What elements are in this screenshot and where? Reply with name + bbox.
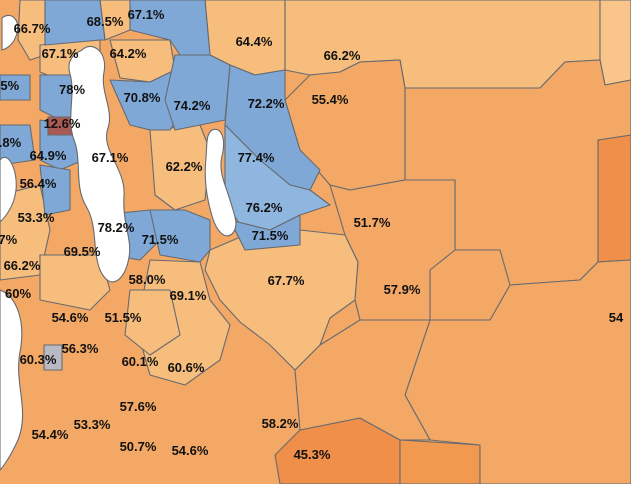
- percent-label: 78.2%: [98, 220, 135, 235]
- precinct-region: [204, 229, 359, 371]
- percent-label: 66.7%: [14, 21, 51, 36]
- percent-label: .7%: [0, 232, 18, 247]
- precinct-region: [0, 74, 31, 101]
- percent-label: 62.2%: [166, 159, 203, 174]
- precinct-region: [329, 179, 456, 321]
- percent-label: 64.2%: [110, 46, 147, 61]
- percent-label: 60.1%: [122, 354, 159, 369]
- percent-label: 77.4%: [238, 150, 275, 165]
- precinct-region: [294, 319, 431, 441]
- puget-sound: [0, 157, 17, 223]
- percent-label: 54.6%: [52, 310, 89, 325]
- percent-label: .5%: [0, 78, 20, 93]
- precinct-region: [0, 184, 51, 281]
- precinct-region: [399, 439, 481, 484]
- precinct-region: [39, 254, 111, 311]
- percent-label: 68.5%: [87, 14, 124, 29]
- green-lake: [1, 14, 19, 51]
- precinct-region: [229, 214, 301, 251]
- percent-label: 76.2%: [246, 200, 283, 215]
- percent-label: 69.1%: [170, 288, 207, 303]
- precinct-region: [124, 289, 181, 356]
- percent-label: 67.1%: [92, 150, 129, 165]
- percent-label: 71.5%: [142, 232, 179, 247]
- percent-label: 54.6%: [172, 443, 209, 458]
- precinct-region: [597, 134, 631, 263]
- percent-label: 74.2%: [174, 98, 211, 113]
- percent-label: .8%: [0, 135, 22, 150]
- percent-label: 56.4%: [20, 176, 57, 191]
- percent-label: 67.7%: [268, 273, 305, 288]
- precinct-region: [149, 209, 211, 263]
- percent-label: 72.2%: [248, 96, 285, 111]
- percent-label: 60%: [5, 286, 31, 301]
- percent-label: 50.7%: [120, 439, 157, 454]
- precinct-region: [43, 344, 63, 371]
- percent-label: 64.9%: [30, 148, 67, 163]
- percent-label: 55.4%: [312, 92, 349, 107]
- percent-label: 53.3%: [18, 210, 55, 225]
- puget-sound: [0, 289, 24, 471]
- percent-labels: 66.7% 68.5% 67.1% 67.1% 64.2% 64.4% 66.2% .5% 78…: [0, 7, 624, 462]
- percent-label: 60.3%: [20, 352, 57, 367]
- percent-label: 57.6%: [120, 399, 157, 414]
- percent-label: 58.0%: [129, 272, 166, 287]
- precinct-region: [0, 124, 36, 166]
- percent-label: 12.6%: [44, 116, 81, 131]
- precinct-region: [44, 0, 106, 46]
- lake-washington: [68, 45, 131, 283]
- percent-label: 66.2%: [4, 258, 41, 273]
- percent-label: 58.2%: [262, 416, 299, 431]
- percent-label: 67.1%: [42, 46, 79, 61]
- precinct-region: [39, 164, 71, 216]
- percent-label: 78%: [59, 82, 85, 97]
- percent-label: 54.4%: [32, 427, 69, 442]
- percent-label: 51.7%: [354, 215, 391, 230]
- percent-label: 60.6%: [168, 360, 205, 375]
- percent-label: 70.8%: [124, 90, 161, 105]
- lake-sammamish: [204, 128, 237, 237]
- percent-label: 45.3%: [294, 447, 331, 462]
- percent-label: 66.2%: [324, 48, 361, 63]
- percent-label: 69.5%: [64, 244, 101, 259]
- percent-label: 56.3%: [62, 341, 99, 356]
- percent-label: 53.3%: [74, 417, 111, 432]
- percent-label: 57.9%: [384, 282, 421, 297]
- percent-label: 64.4%: [236, 34, 273, 49]
- percent-label: 54: [609, 310, 624, 325]
- precinct-region: [17, 0, 46, 61]
- percent-label: 71.5%: [252, 228, 289, 243]
- percent-label: 67.1%: [128, 7, 165, 22]
- precinct-region: [599, 0, 631, 86]
- percent-label: 51.5%: [105, 310, 142, 325]
- precinct-region: [164, 54, 231, 131]
